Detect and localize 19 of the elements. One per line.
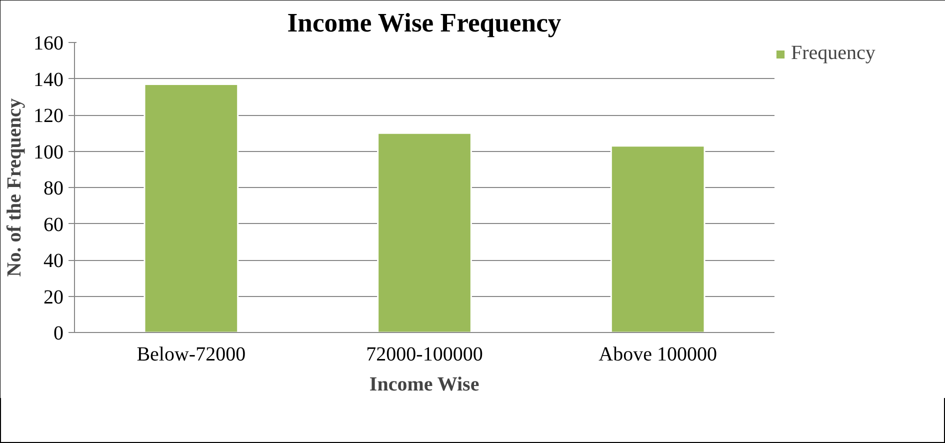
y-tick-label: 40 — [44, 250, 64, 272]
y-tick-label: 20 — [44, 286, 64, 308]
x-tick-label: Above 100000 — [598, 344, 717, 366]
y-tick-label: 80 — [44, 178, 64, 200]
y-tick-label: 140 — [34, 68, 64, 91]
bar — [610, 145, 706, 332]
y-tick-label: 160 — [34, 32, 64, 54]
x-axis-title: Income Wise — [369, 374, 480, 396]
y-tick-label: 60 — [44, 214, 64, 236]
chart-title: Income Wise Frequency — [287, 8, 562, 38]
bar — [377, 132, 472, 332]
y-tick-label: 100 — [34, 141, 64, 164]
x-tick-label: Below-72000 — [136, 344, 246, 366]
y-tick-label: 0 — [54, 322, 64, 344]
y-tick-label: 120 — [34, 105, 64, 127]
bar — [144, 83, 239, 332]
x-tick-label: 72000-100000 — [366, 344, 483, 366]
legend-label: Frequency — [791, 42, 876, 65]
y-axis-title: No. of the Frequency — [4, 98, 26, 277]
